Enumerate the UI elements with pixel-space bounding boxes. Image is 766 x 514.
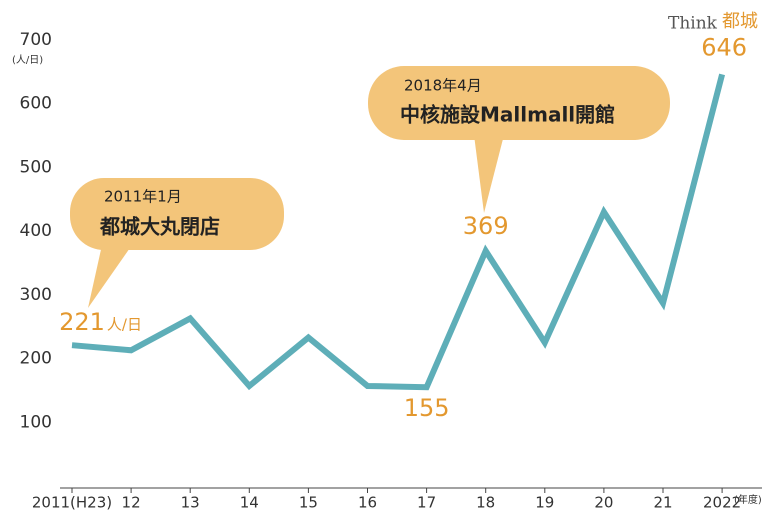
bubble-tail xyxy=(88,245,132,308)
x-tick-label: 21 xyxy=(653,494,672,512)
bubble-body xyxy=(368,66,670,140)
x-tick-label: 14 xyxy=(240,494,259,512)
x-tick-label: 16 xyxy=(358,494,377,512)
value-label: 369 xyxy=(463,212,509,240)
data-line xyxy=(71,73,726,391)
x-tick-label: 13 xyxy=(181,494,200,512)
y-tick-label: 400 xyxy=(20,221,52,241)
y-tick-label: 600 xyxy=(20,94,52,114)
x-unit: (年度) xyxy=(734,493,762,506)
bubble: 2011年1月 都城大丸閉店 xyxy=(70,178,284,308)
bubble: 2018年4月 中核施設Mallmall開館 xyxy=(368,66,670,213)
annotation-date: 2018年4月 xyxy=(404,77,482,95)
annotation-date: 2011年1月 xyxy=(104,188,182,206)
y-tick-label: 700 xyxy=(20,30,52,50)
y-unit: (人/日) xyxy=(12,54,43,66)
x-tick-label: 17 xyxy=(417,494,436,512)
logo-text: Think xyxy=(668,14,718,34)
x-tick-label: 15 xyxy=(299,494,318,512)
x-tick-label: 20 xyxy=(594,494,613,512)
y-tick-label: 200 xyxy=(20,349,52,369)
y-tick-label: 100 xyxy=(20,412,52,432)
value-label: 155 xyxy=(404,394,450,422)
x-tick-label: 2011(H23) xyxy=(32,494,112,512)
annotation-text: 中核施設Mallmall開館 xyxy=(400,103,615,127)
y-tick-label: 500 xyxy=(20,157,52,177)
x-tick-label: 18 xyxy=(476,494,495,512)
bubble-tail xyxy=(474,135,504,213)
value-label: 221 xyxy=(59,308,105,336)
value-label: 646 xyxy=(701,33,747,61)
x-tick-label: 19 xyxy=(535,494,554,512)
logo-text: 都城 xyxy=(722,11,758,32)
bubble-body xyxy=(70,178,284,250)
value-unit: 人/日 xyxy=(107,316,142,334)
logo: Think 都城 xyxy=(668,11,758,34)
x-tick-label: 12 xyxy=(122,494,141,512)
annotation-text: 都城大丸閉店 xyxy=(99,215,220,239)
y-tick-label: 300 xyxy=(20,285,52,305)
x-tick-label: 2022 xyxy=(703,494,741,512)
